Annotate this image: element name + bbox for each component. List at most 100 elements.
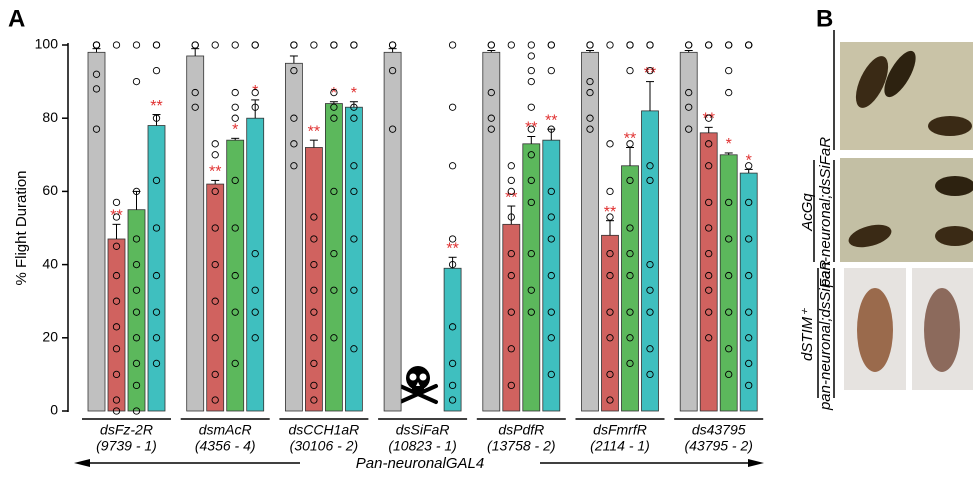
data-point — [726, 89, 732, 95]
data-point — [232, 104, 238, 110]
data-point — [311, 42, 317, 48]
data-point — [746, 42, 752, 48]
bar — [227, 140, 244, 411]
row-label: AcGq — [799, 193, 816, 232]
x-tick-sublabel: (10823 - 1) — [388, 438, 456, 454]
x-tick-sublabel: (2114 - 1) — [590, 438, 650, 454]
significance: * — [232, 122, 238, 139]
data-point — [528, 67, 534, 73]
bar — [325, 104, 342, 411]
bar — [622, 166, 639, 411]
data-point — [113, 199, 119, 205]
x-tick-sublabel: (9739 - 1) — [96, 438, 157, 454]
bar — [128, 210, 145, 411]
bar — [582, 52, 599, 411]
significance: ** — [624, 131, 636, 148]
data-point — [508, 163, 514, 169]
significance: * — [252, 83, 258, 100]
significance: ** — [308, 123, 320, 140]
bar — [148, 126, 165, 411]
data-point — [212, 141, 218, 147]
data-point — [528, 78, 534, 84]
x-tick-label: dsPdfR — [498, 422, 544, 438]
bar — [543, 140, 560, 411]
significance: ** — [150, 98, 162, 115]
bar — [305, 147, 322, 411]
x-axis-label: Pan-neuronalGAL4 — [356, 455, 484, 472]
row-label: pan-neuronal;dsSiFaR — [817, 260, 834, 411]
y-tick-label: 0 — [50, 402, 58, 418]
x-tick-sublabel: (4356 - 4) — [195, 438, 256, 454]
y-tick-label: 40 — [42, 255, 58, 271]
data-point — [133, 42, 139, 48]
data-point — [726, 42, 732, 48]
bar — [247, 118, 264, 411]
bar — [207, 184, 224, 411]
bar — [384, 52, 401, 411]
data-point — [331, 42, 337, 48]
data-point — [488, 42, 494, 48]
y-tick-label: 60 — [42, 182, 58, 198]
data-point — [528, 104, 534, 110]
x-tick-label: dsmAcR — [199, 422, 252, 438]
y-axis-label: % Flight Duration — [13, 170, 30, 285]
x-tick-sublabel: (43795 - 2) — [684, 438, 752, 454]
significance: ** — [604, 204, 616, 221]
panel-label: A — [8, 5, 25, 32]
x-tick-label: ds43795 — [692, 422, 746, 438]
x-tick-label: dsSiFaR — [396, 422, 450, 438]
significance: ** — [525, 120, 537, 137]
bar — [285, 63, 302, 411]
data-point — [706, 42, 712, 48]
significance: ** — [505, 189, 517, 206]
significance: ** — [209, 164, 221, 181]
data-point — [153, 42, 159, 48]
data-point — [232, 115, 238, 121]
bar — [503, 224, 520, 411]
figure: A B % Flight Duration Pan-neuronalGAL4 A… — [0, 0, 973, 476]
data-point — [389, 42, 395, 48]
arrow-head — [74, 459, 90, 467]
data-point — [607, 188, 613, 194]
data-point — [607, 42, 613, 48]
data-point — [113, 42, 119, 48]
arrow-head — [748, 459, 764, 467]
row-label: dSTIM⁺ — [799, 308, 816, 361]
bar — [700, 133, 717, 411]
x-tick-label: dsFmrfR — [593, 422, 647, 438]
data-point — [93, 42, 99, 48]
bar — [187, 56, 204, 411]
bar — [740, 173, 757, 411]
y-tick-label: 20 — [42, 329, 58, 345]
data-point — [627, 42, 633, 48]
data-point — [607, 141, 613, 147]
bar — [720, 155, 737, 411]
data-point — [449, 42, 455, 48]
data-point — [212, 152, 218, 158]
data-point — [548, 42, 554, 48]
data-point — [548, 67, 554, 73]
significance: * — [726, 136, 732, 153]
data-point — [508, 42, 514, 48]
data-point — [153, 67, 159, 73]
skull-icon — [400, 366, 436, 402]
bar — [483, 52, 500, 411]
bar — [345, 107, 362, 411]
significance: ** — [110, 208, 122, 225]
significance: ** — [545, 112, 557, 129]
y-tick-label: 80 — [42, 109, 58, 125]
data-point — [647, 42, 653, 48]
data-point — [192, 42, 198, 48]
bar — [108, 239, 125, 411]
data-point — [252, 42, 258, 48]
x-tick-sublabel: (13758 - 2) — [487, 438, 555, 454]
x-tick-label: dsFz-2R — [100, 422, 153, 438]
significance: * — [351, 85, 357, 102]
y-tick-label: 100 — [35, 36, 59, 52]
data-point — [627, 67, 633, 73]
bar — [88, 52, 105, 411]
data-point — [133, 78, 139, 84]
data-point — [449, 104, 455, 110]
data-point — [726, 67, 732, 73]
data-point — [212, 42, 218, 48]
